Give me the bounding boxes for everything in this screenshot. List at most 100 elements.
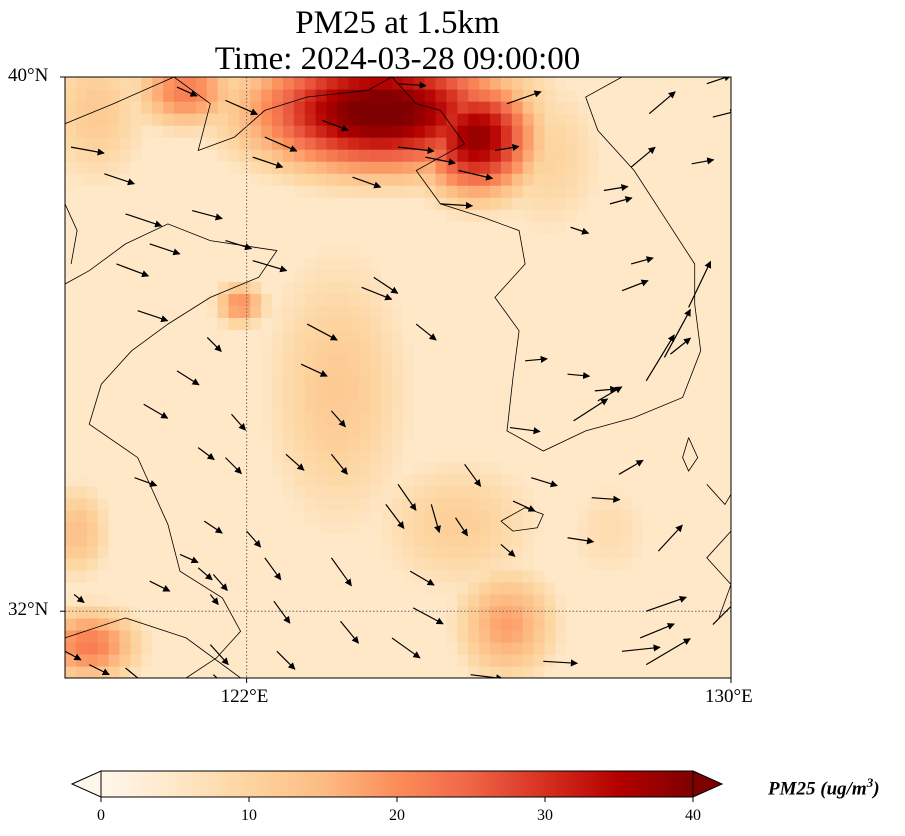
- pm25-cell: [686, 581, 698, 595]
- pm25-cell: [642, 233, 655, 246]
- pm25-cell: [490, 521, 502, 535]
- pm25-cell: [391, 389, 404, 403]
- pm25-cell: [65, 533, 77, 547]
- pm25-cell: [577, 389, 589, 403]
- pm25-cell: [97, 581, 110, 595]
- pm25-cell: [707, 161, 720, 174]
- pm25-cell: [718, 665, 731, 678]
- wind-vector: [639, 623, 675, 639]
- pm25-cell: [479, 353, 491, 367]
- pm25-cell: [642, 509, 655, 523]
- pm25-cell: [184, 77, 197, 90]
- pm25-cell: [609, 149, 622, 162]
- pm25-cell: [119, 197, 131, 210]
- pm25-cell: [119, 449, 131, 463]
- pm25-cell: [664, 521, 676, 535]
- pm25-cell: [577, 185, 589, 198]
- pm25-cell: [119, 617, 131, 631]
- pm25-cell: [620, 185, 633, 198]
- pm25-cell: [675, 377, 687, 391]
- pm25-cell: [108, 137, 121, 150]
- pm25-cell: [239, 341, 251, 355]
- pm25-cell: [533, 413, 546, 427]
- pm25-cell: [620, 149, 633, 162]
- pm25-cell: [348, 653, 360, 667]
- pm25-cell: [381, 353, 393, 367]
- pm25-cell: [206, 365, 219, 379]
- pm25-cell: [446, 113, 458, 126]
- pm25-cell: [675, 557, 687, 571]
- pm25-cell: [664, 605, 676, 619]
- pm25-cell: [522, 437, 535, 451]
- pm25-cell: [184, 317, 197, 331]
- pm25-cell: [577, 413, 589, 427]
- pm25-cell: [446, 449, 458, 463]
- pm25-cell: [239, 461, 251, 475]
- pm25-cell: [544, 149, 557, 162]
- pm25-cell: [533, 629, 546, 643]
- pm25-cell: [686, 461, 698, 475]
- pm25-cell: [446, 77, 458, 90]
- pm25-cell: [293, 641, 306, 655]
- pm25-cell: [370, 389, 382, 403]
- pm25-cell: [566, 197, 578, 210]
- pm25-cell: [686, 413, 698, 427]
- pm25-cell: [697, 365, 709, 379]
- pm25-cell: [184, 485, 197, 499]
- pm25-cell: [152, 665, 164, 678]
- pm25-cell: [239, 641, 251, 655]
- pm25-cell: [381, 317, 393, 331]
- pm25-cell: [686, 605, 698, 619]
- pm25-cell: [653, 569, 665, 583]
- pm25-cell: [195, 161, 208, 174]
- pm25-cell: [707, 425, 720, 439]
- pm25-cell: [163, 569, 175, 583]
- pm25-cell: [729, 509, 731, 523]
- pm25-cell: [173, 413, 186, 427]
- pm25-cell: [348, 545, 360, 559]
- pm25-cell: [206, 77, 219, 90]
- pm25-cell: [522, 341, 535, 355]
- pm25-cell: [141, 497, 153, 511]
- pm25-cell: [642, 617, 655, 631]
- pm25-cell: [664, 101, 676, 114]
- pm25-cell: [729, 365, 731, 379]
- pm25-cell: [206, 293, 219, 306]
- pm25-cell: [206, 89, 219, 102]
- pm25-cell: [163, 557, 175, 571]
- pm25-cell: [402, 581, 415, 595]
- pm25-cell: [315, 461, 328, 475]
- pm25-cell: [402, 221, 415, 234]
- pm25-cell: [184, 161, 197, 174]
- pm25-cell: [173, 497, 186, 511]
- pm25-cell: [173, 449, 186, 463]
- pm25-cell: [500, 281, 513, 294]
- pm25-cell: [675, 569, 687, 583]
- pm25-cell: [511, 449, 524, 463]
- pm25-cell: [75, 533, 88, 547]
- pm25-cell: [566, 161, 578, 174]
- pm25-cell: [391, 425, 404, 439]
- pm25-cell: [141, 329, 153, 343]
- pm25-cell: [402, 293, 415, 306]
- pm25-cell: [97, 281, 110, 294]
- pm25-cell: [599, 533, 611, 547]
- pm25-cell: [152, 77, 164, 90]
- pm25-cell: [119, 101, 131, 114]
- pm25-cell: [697, 449, 709, 463]
- pm25-cell: [86, 593, 99, 607]
- pm25-cell: [108, 185, 121, 198]
- pm25-cell: [391, 437, 404, 451]
- pm25-cell: [141, 629, 153, 643]
- pm25-cell: [675, 665, 687, 678]
- pm25-cell: [326, 497, 339, 511]
- pm25-cell: [500, 185, 513, 198]
- pm25-cell: [184, 569, 197, 583]
- pm25-cell: [184, 437, 197, 451]
- pm25-cell: [195, 401, 208, 415]
- pm25-cell: [108, 233, 121, 246]
- lat-tick-label: 40°N: [8, 65, 49, 86]
- pm25-cell: [402, 101, 415, 114]
- pm25-cell: [173, 233, 186, 246]
- pm25-cell: [163, 77, 175, 78]
